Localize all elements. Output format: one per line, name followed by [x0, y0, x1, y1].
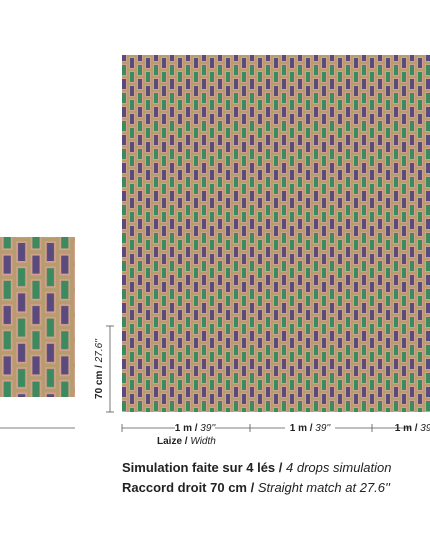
label-italic: 39'': [198, 423, 217, 434]
label-bold: 1 m /: [175, 423, 198, 434]
label-bold: 1 m /: [395, 423, 418, 434]
label-bold: Raccord droit 70 cm /: [122, 480, 255, 495]
match-note: Raccord droit 70 cm / Straight match at …: [122, 480, 390, 495]
width-label: 1 m / 39'': [290, 423, 332, 434]
swatch-detail: [0, 237, 75, 397]
label-bold: Laize /: [157, 436, 188, 447]
label-bold: 1 m /: [290, 423, 313, 434]
width-caption: Laize / Width: [157, 436, 216, 447]
label-italic: 4 drops simulation: [282, 460, 391, 475]
width-label: 1 m / 39'': [175, 423, 217, 434]
label-italic: 27.6'': [94, 338, 105, 365]
label-bold: Simulation faite sur 4 lés /: [122, 460, 283, 475]
label-italic: Straight match at 27.6'': [254, 480, 390, 495]
drop-height-label: 70 cm / 27.6'': [94, 338, 105, 399]
simulation-note: Simulation faite sur 4 lés / 4 drops sim…: [122, 460, 392, 475]
width-label: 1 m / 39'': [395, 423, 430, 434]
wallpaper-simulation: [122, 55, 430, 412]
label-bold: 70 cm /: [94, 365, 105, 399]
label-italic: 39'': [313, 423, 332, 434]
label-italic: 39'': [418, 423, 430, 434]
label-italic: Width: [188, 436, 217, 447]
